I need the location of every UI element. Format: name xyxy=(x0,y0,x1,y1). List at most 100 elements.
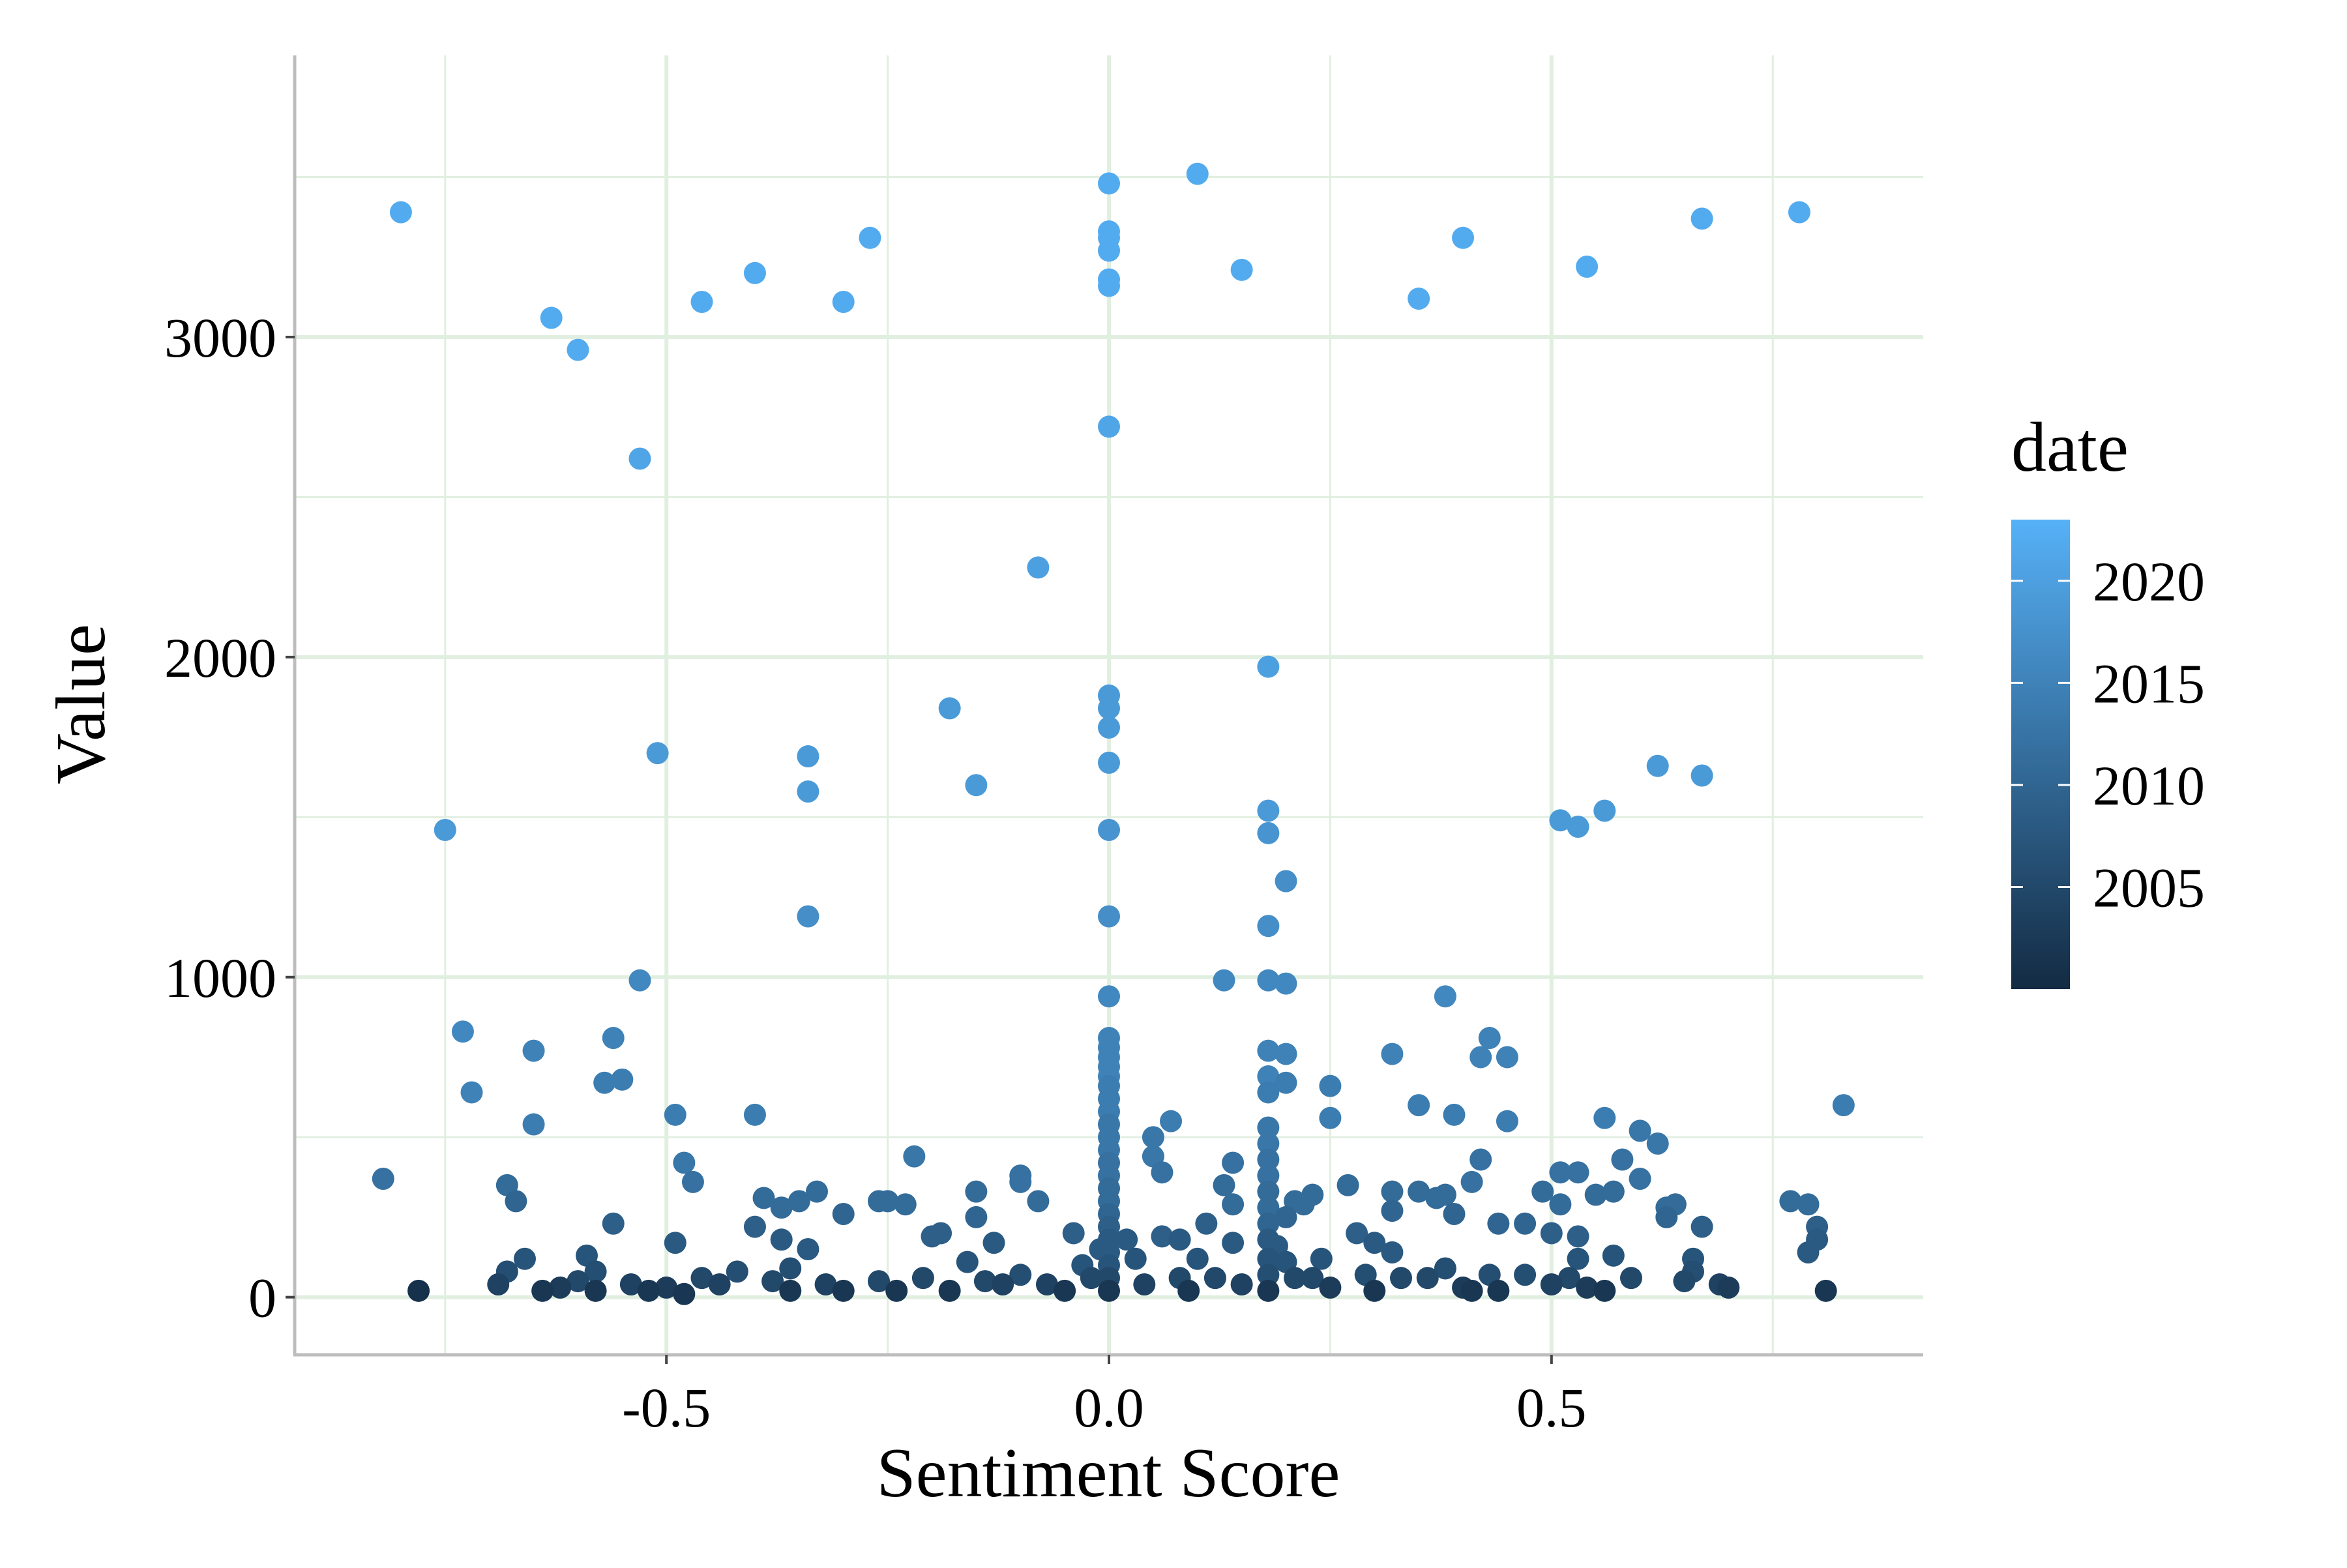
y-tick-label: 0 xyxy=(248,1267,276,1329)
data-point xyxy=(638,1279,660,1302)
data-point xyxy=(549,1276,572,1299)
data-point xyxy=(1186,1247,1209,1270)
data-point xyxy=(1655,1206,1678,1228)
data-point xyxy=(681,1170,704,1193)
data-point xyxy=(1593,1279,1616,1302)
data-point xyxy=(513,1247,536,1270)
data-point xyxy=(1319,1106,1342,1129)
data-point xyxy=(646,742,669,765)
data-point xyxy=(1257,1081,1280,1104)
legend-tick-label: 2005 xyxy=(2093,856,2205,919)
x-axis-title: Sentiment Score xyxy=(877,1434,1340,1512)
data-point xyxy=(1257,1148,1280,1171)
data-point xyxy=(1257,799,1280,822)
data-point xyxy=(876,1190,899,1213)
data-point xyxy=(1098,905,1120,928)
data-point xyxy=(1133,1273,1156,1296)
data-point xyxy=(1514,1212,1537,1235)
data-point xyxy=(761,1270,784,1293)
data-point xyxy=(1390,1267,1413,1290)
data-point xyxy=(938,1279,961,1302)
data-point xyxy=(1222,1193,1245,1216)
data-point xyxy=(726,1260,748,1283)
data-point xyxy=(531,1279,554,1302)
data-point xyxy=(1557,1267,1580,1290)
y-tick-label: 2000 xyxy=(164,627,276,689)
data-point xyxy=(389,201,412,224)
data-point xyxy=(690,1267,713,1290)
data-point xyxy=(770,1228,793,1251)
data-point xyxy=(1275,1071,1297,1094)
data-point xyxy=(1098,818,1120,841)
data-point xyxy=(1098,274,1120,297)
data-point xyxy=(797,905,819,928)
data-point xyxy=(965,1180,988,1203)
data-point xyxy=(832,1203,855,1226)
data-point xyxy=(1690,207,1713,230)
data-point xyxy=(1443,1103,1466,1126)
data-point xyxy=(602,1212,625,1235)
data-point xyxy=(1319,1276,1342,1299)
data-point xyxy=(1098,172,1120,195)
data-point xyxy=(1496,1110,1518,1132)
data-point xyxy=(1567,1161,1589,1184)
data-point xyxy=(1151,1161,1174,1184)
data-point xyxy=(1009,1264,1032,1286)
data-point xyxy=(1257,1279,1280,1302)
data-point xyxy=(460,1081,483,1104)
data-point xyxy=(1690,764,1713,787)
data-point xyxy=(1487,1212,1510,1235)
data-point xyxy=(1460,1170,1483,1193)
data-point xyxy=(1381,1241,1404,1264)
y-tick-label: 3000 xyxy=(164,306,276,369)
data-point xyxy=(1611,1148,1634,1171)
data-point xyxy=(1567,816,1589,838)
data-point xyxy=(1629,1168,1651,1191)
data-point xyxy=(1098,239,1120,262)
legend-ticks: 2005 2010 2015 2020 xyxy=(2011,550,2205,919)
data-point xyxy=(1027,556,1050,579)
data-point xyxy=(1646,754,1669,777)
data-point xyxy=(1142,1126,1164,1149)
data-point xyxy=(522,1113,545,1136)
data-point xyxy=(1576,255,1599,278)
data-point xyxy=(973,1270,996,1293)
data-point xyxy=(1230,1273,1253,1296)
data-point xyxy=(540,306,563,329)
data-point xyxy=(1788,201,1810,224)
data-point xyxy=(1540,1273,1563,1296)
data-point xyxy=(1301,1183,1324,1206)
data-point xyxy=(1257,1039,1280,1062)
data-point xyxy=(1336,1174,1359,1196)
data-point xyxy=(522,1039,545,1062)
data-point xyxy=(1549,1193,1572,1216)
data-point xyxy=(982,1232,1005,1254)
data-point xyxy=(1310,1247,1333,1270)
data-point xyxy=(1301,1267,1324,1290)
data-point xyxy=(1160,1110,1183,1132)
data-point xyxy=(1213,969,1235,992)
data-point xyxy=(885,1279,908,1302)
y-tick-label: 1000 xyxy=(164,947,276,1009)
data-point xyxy=(1222,1151,1245,1174)
data-point xyxy=(372,1168,394,1191)
data-point xyxy=(1381,1200,1404,1222)
data-point xyxy=(1814,1279,1837,1302)
data-point xyxy=(1203,1267,1226,1290)
data-point xyxy=(1275,1206,1297,1228)
data-point xyxy=(1098,751,1120,774)
data-point xyxy=(708,1273,731,1296)
data-point xyxy=(1222,1232,1245,1254)
data-point xyxy=(743,261,766,284)
data-point xyxy=(1275,972,1297,995)
data-point xyxy=(1257,1196,1280,1219)
legend-title: date xyxy=(2011,409,2129,486)
data-point xyxy=(487,1273,510,1296)
data-point xyxy=(1177,1279,1200,1302)
data-point xyxy=(1381,1180,1404,1203)
data-point xyxy=(1469,1046,1492,1069)
data-point xyxy=(690,290,713,313)
ticks: -0.5 0.0 0.5 0 1000 2000 3000 xyxy=(164,306,1587,1439)
data-point xyxy=(1275,870,1297,893)
